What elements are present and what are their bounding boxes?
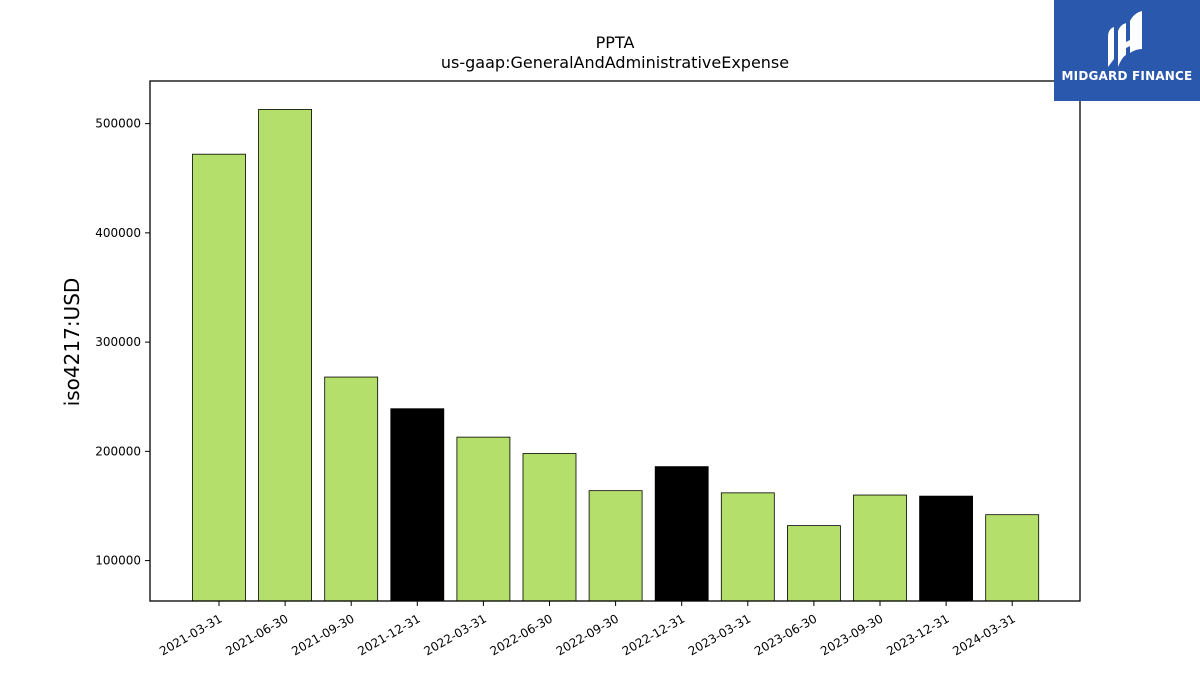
y-tick-label: 300000 — [95, 335, 141, 349]
bar-2023-09-30 — [853, 494, 907, 602]
x-tick-label: 2021-12-31 — [355, 611, 422, 658]
x-tick-label: 2021-03-31 — [157, 611, 224, 658]
x-tick-label: 2023-12-31 — [884, 611, 951, 658]
y-axis-label: iso4217:USD — [60, 278, 84, 407]
y-tick-label: 400000 — [95, 226, 141, 240]
y-tick-label: 100000 — [95, 554, 141, 568]
bar-2022-12-31 — [654, 466, 709, 602]
x-tick-label: 2022-12-31 — [620, 611, 687, 658]
midgard-logo-mark-icon — [1108, 11, 1142, 67]
bar-2024-03-31 — [985, 514, 1040, 602]
y-tick-label: 500000 — [95, 117, 141, 131]
bar-2023-06-30 — [787, 525, 841, 602]
bar-2022-09-30 — [588, 490, 643, 602]
bar-2021-06-30 — [258, 109, 313, 602]
x-tick-label: 2024-03-31 — [950, 611, 1017, 658]
midgard-finance-logo: MIDGARD FINANCE — [1054, 0, 1200, 101]
x-tick-label: 2023-06-30 — [752, 611, 819, 658]
x-tick-label: 2022-06-30 — [488, 611, 555, 658]
x-tick-label: 2022-03-31 — [421, 611, 488, 658]
x-tick-label: 2023-09-30 — [818, 611, 885, 658]
bar-2023-03-31 — [720, 492, 775, 602]
x-tick-label: 2023-03-31 — [686, 611, 753, 658]
bar-2021-12-31 — [390, 408, 445, 602]
x-tick-label: 2021-06-30 — [223, 611, 290, 658]
bar-2022-03-31 — [456, 436, 511, 602]
bar-2021-03-31 — [192, 153, 246, 602]
x-tick-label: 2021-09-30 — [289, 611, 356, 658]
logo-text: MIDGARD FINANCE — [1061, 69, 1193, 83]
chart-subtitle: us-gaap:GeneralAndAdministrativeExpense — [441, 53, 789, 72]
plot-frame — [149, 80, 1081, 602]
x-tick-label: 2022-09-30 — [554, 611, 621, 658]
chart-title: PPTA — [596, 33, 635, 52]
bar-2022-06-30 — [522, 453, 577, 602]
bar-2021-09-30 — [324, 376, 379, 602]
bar-2023-12-31 — [919, 495, 973, 602]
y-tick-label: 200000 — [95, 444, 141, 458]
